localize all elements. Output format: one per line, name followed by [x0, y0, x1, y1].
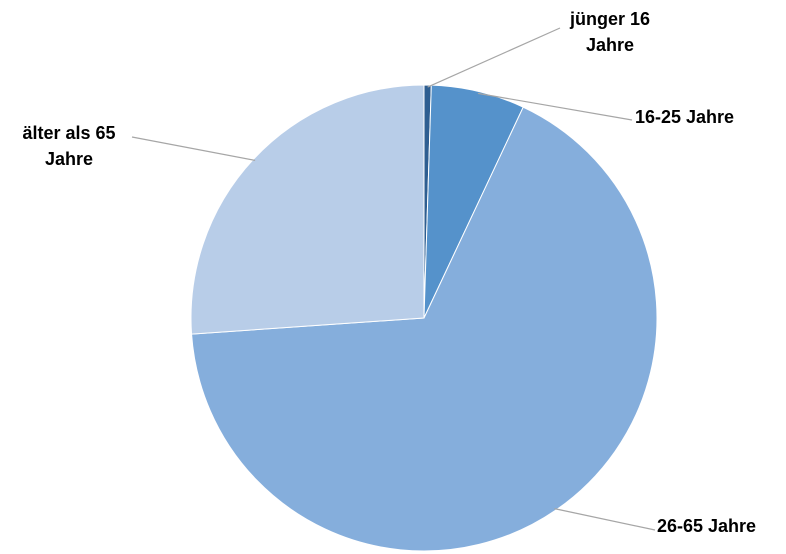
leader-line-26-65 [554, 508, 656, 531]
pie-slices [190, 84, 658, 552]
leader-lines [131, 27, 656, 531]
pie-slice-26-65 [191, 106, 658, 552]
leader-line-under-16 [427, 27, 561, 88]
slice-label-over-65: älter als 65 Jahre [22, 123, 116, 169]
leader-line-over-65 [131, 136, 256, 161]
pie-slice-over-65 [190, 84, 425, 335]
slice-label-26-65: 26-65 Jahre [657, 516, 757, 536]
slice-label-16-25: 16-25 Jahre [635, 107, 735, 127]
slice-label-under-16: jünger 16 Jahre [569, 9, 651, 55]
leader-line-16-25 [477, 92, 633, 121]
